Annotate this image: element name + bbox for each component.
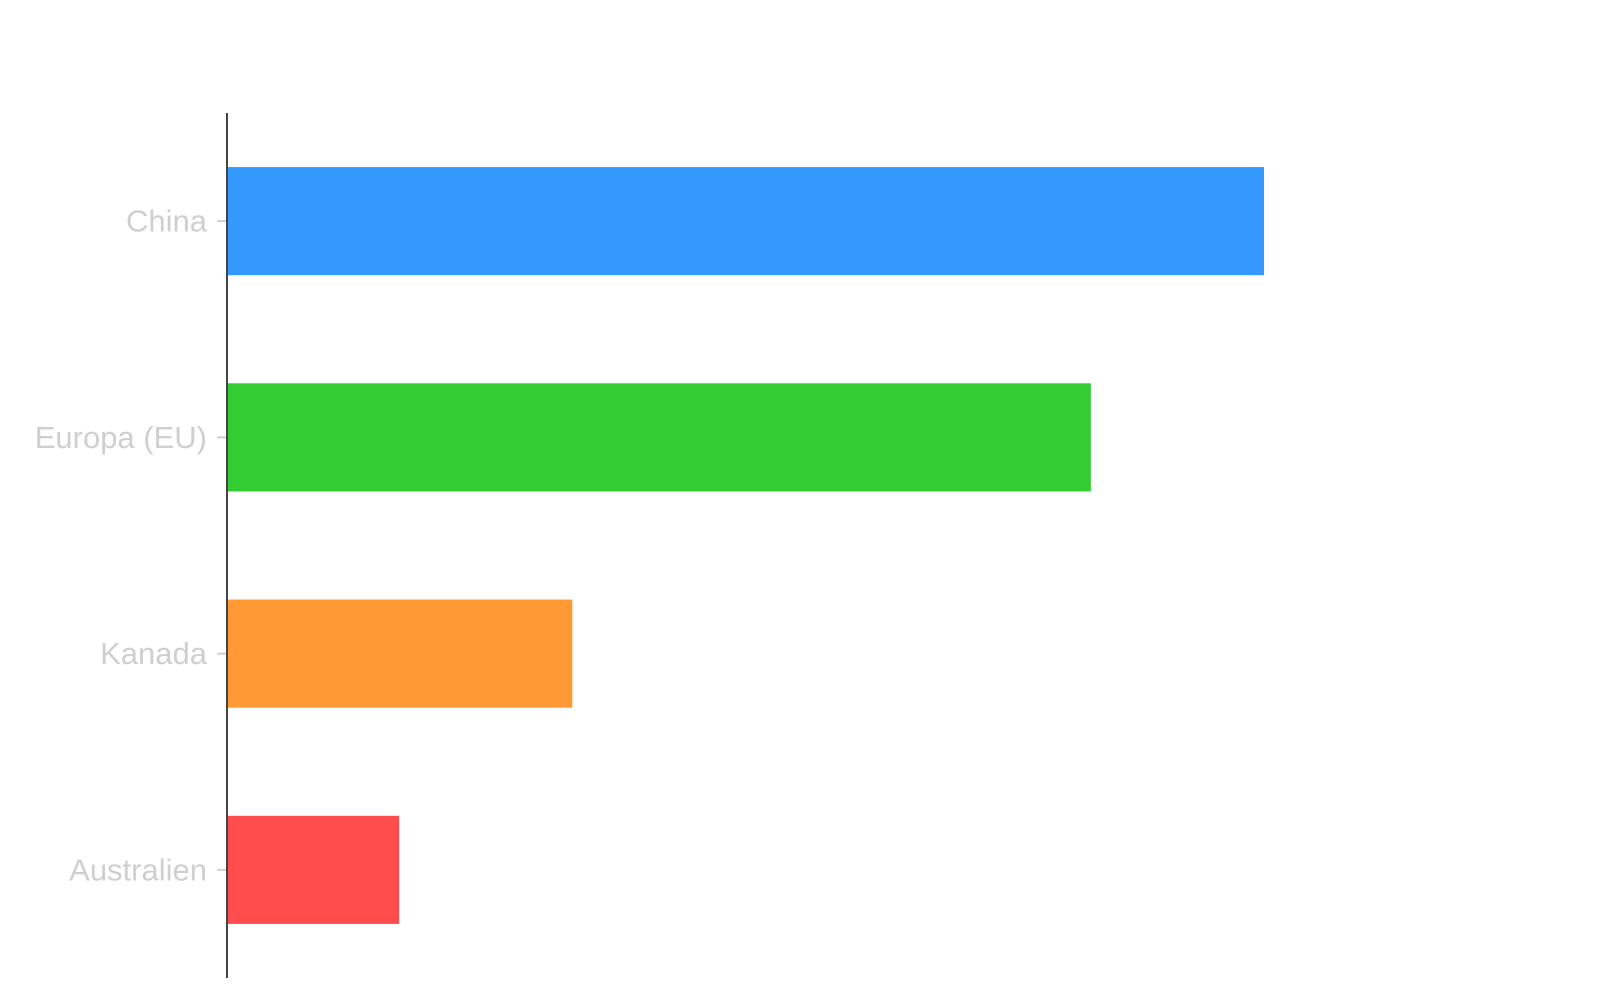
y-tick-label: Kanada: [100, 636, 208, 671]
bars-layer: [227, 167, 1265, 924]
y-tick-label: China: [126, 204, 208, 239]
bar-kanada: [227, 599, 573, 708]
bar-australien: [227, 815, 400, 924]
y-tick-label: Australien: [69, 852, 207, 887]
bar-china: [227, 167, 1265, 276]
y-tick-label: Europa (EU): [35, 420, 207, 455]
ticks-layer: China Europa (EU) Kanada Australien: [35, 204, 227, 887]
bar-europa-eu: [227, 383, 1091, 492]
